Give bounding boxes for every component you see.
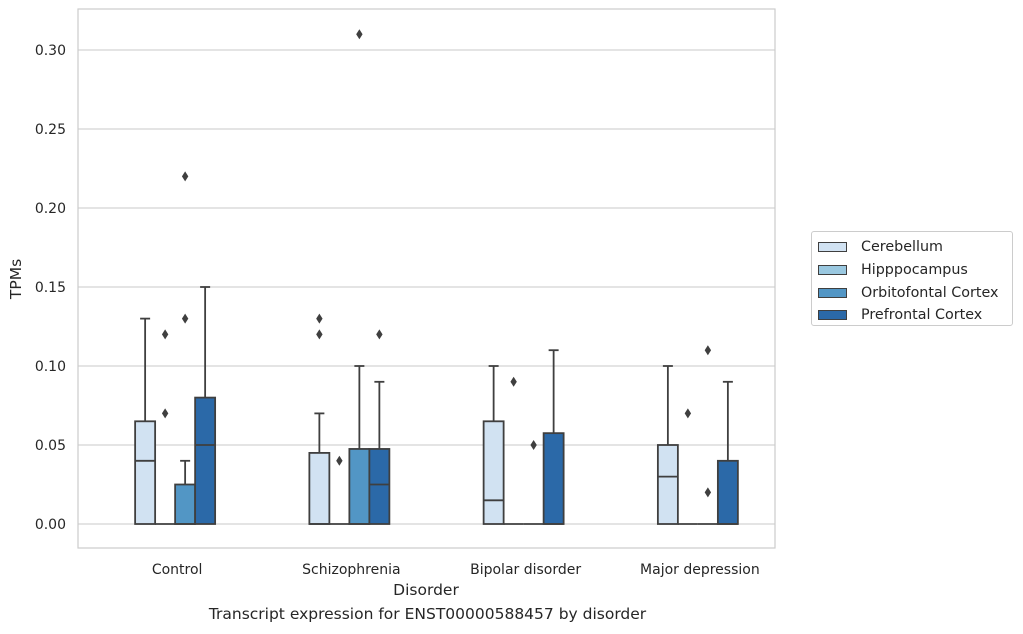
box-prefrontal-cortex bbox=[716, 380, 739, 525]
box-body bbox=[542, 432, 565, 525]
outlier-point bbox=[530, 440, 537, 450]
box-body bbox=[308, 451, 331, 525]
legend-item: Hipppocampus bbox=[812, 259, 1012, 282]
legend: Cerebellum Hipppocampus Orbitofontal Corte… bbox=[811, 231, 1013, 326]
box-cerebellum bbox=[308, 313, 331, 525]
legend-label: Prefrontal Cortex bbox=[861, 307, 983, 324]
box-cerebellum bbox=[482, 365, 505, 525]
legend-label: Cerebellum bbox=[861, 239, 943, 256]
outlier-point bbox=[684, 408, 692, 419]
legend-item: Prefrontal Cortex bbox=[812, 304, 1012, 327]
outlier-point bbox=[704, 345, 712, 356]
outlier-point bbox=[316, 313, 323, 324]
box-body bbox=[194, 396, 217, 525]
box-body bbox=[368, 448, 391, 525]
box-orbitofontal-cortex bbox=[174, 171, 197, 525]
box-orbitofontal-cortex bbox=[697, 345, 718, 525]
y-tick-label: 0.20 bbox=[35, 201, 66, 217]
y-tick-label: 0.25 bbox=[35, 122, 66, 138]
box-body bbox=[134, 420, 157, 525]
box-cerebellum bbox=[656, 365, 679, 525]
grid-lines bbox=[78, 49, 775, 525]
x-tick-label: Major depression bbox=[640, 562, 760, 578]
legend-swatch bbox=[818, 310, 847, 321]
legend-swatch bbox=[818, 242, 847, 253]
x-tick-label: Bipolar disorder bbox=[470, 562, 581, 578]
outlier-point bbox=[510, 376, 517, 387]
chart-caption: Transcript expression for ENST0000058845… bbox=[208, 605, 647, 623]
outlier-point bbox=[704, 487, 712, 498]
outlier-point bbox=[181, 313, 189, 324]
box-body bbox=[174, 483, 197, 525]
box-cerebellum bbox=[134, 317, 157, 525]
legend-swatch bbox=[818, 287, 847, 298]
box-prefrontal-cortex bbox=[368, 329, 391, 525]
x-axis-ticks: Control Schizophrenia Bipolar disorder Majo… bbox=[152, 562, 760, 578]
y-tick-label: 0.15 bbox=[35, 280, 66, 296]
box-body bbox=[482, 420, 505, 525]
outlier-point bbox=[316, 329, 323, 340]
box-body bbox=[348, 448, 371, 525]
box-prefrontal-cortex bbox=[542, 349, 565, 525]
y-tick-label: 0.05 bbox=[35, 438, 66, 454]
outlier-point bbox=[376, 329, 383, 340]
box-orbitofontal-cortex bbox=[348, 29, 371, 525]
legend-swatch bbox=[818, 265, 847, 276]
outlier-point bbox=[336, 455, 343, 466]
x-tick-label: Control bbox=[152, 562, 203, 578]
box-prefrontal-cortex bbox=[194, 286, 217, 525]
outlier-point bbox=[181, 171, 189, 182]
outlier-point bbox=[161, 329, 169, 340]
legend-item: Orbitofontal Cortex bbox=[812, 281, 1012, 304]
y-tick-label: 0.00 bbox=[35, 517, 66, 533]
legend-label: Orbitofontal Cortex bbox=[861, 284, 999, 301]
y-axis-ticks: 0.00 0.05 0.10 0.15 0.20 0.25 0.30 bbox=[35, 43, 66, 533]
box-body bbox=[656, 444, 679, 525]
x-axis-label: Disorder bbox=[393, 581, 459, 599]
box-hipppocampus bbox=[677, 408, 698, 525]
plot-frame bbox=[77, 8, 776, 549]
y-tick-label: 0.30 bbox=[35, 43, 66, 59]
legend-item: Cerebellum bbox=[812, 236, 1012, 259]
x-tick-label: Schizophrenia bbox=[302, 562, 400, 578]
box-hipppocampus bbox=[503, 376, 524, 525]
outlier-point bbox=[161, 408, 169, 419]
box-orbitofontal-cortex bbox=[523, 440, 544, 525]
y-tick-label: 0.10 bbox=[35, 359, 66, 375]
box-hipppocampus bbox=[155, 329, 176, 525]
y-axis-label: TPMs bbox=[7, 259, 25, 300]
box-plot-boxes bbox=[134, 29, 739, 525]
box-hipppocampus bbox=[329, 455, 350, 525]
box-body bbox=[716, 459, 739, 525]
outlier-point bbox=[356, 29, 363, 40]
legend-label: Hipppocampus bbox=[861, 262, 968, 279]
